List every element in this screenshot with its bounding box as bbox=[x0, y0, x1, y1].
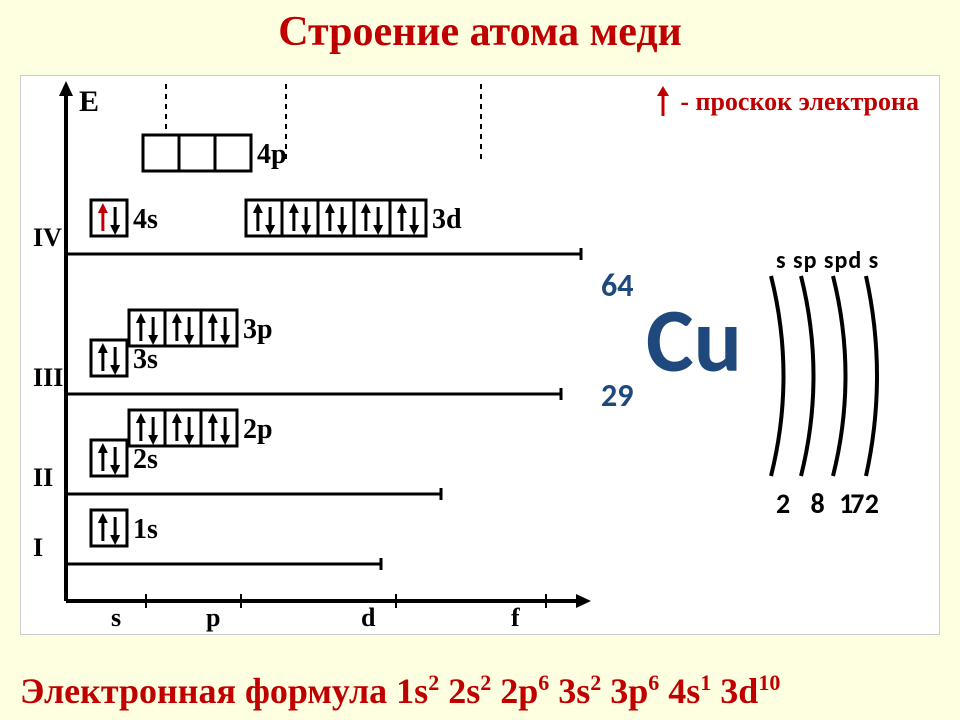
shell-arcs bbox=[761, 266, 960, 486]
svg-text:II: II bbox=[33, 463, 53, 492]
energy-diagram: Es p d f I 1s II 2s 2p III 3s 3p IV 4s 3d 4p bbox=[21, 76, 601, 636]
svg-text:s: s bbox=[111, 603, 121, 632]
svg-text:E: E bbox=[79, 85, 99, 118]
svg-text:3s: 3s bbox=[133, 344, 158, 375]
shell-count: 8 bbox=[811, 486, 825, 521]
shell-count-overlap: 17 2 bbox=[839, 486, 876, 521]
legend: - проскок электрона bbox=[654, 86, 919, 118]
svg-text:3d: 3d bbox=[432, 204, 462, 235]
formula-term: 2s2 bbox=[439, 671, 491, 711]
svg-text:f: f bbox=[511, 603, 520, 632]
formula-term: 1s2 bbox=[396, 671, 439, 711]
svg-text:2p: 2p bbox=[243, 414, 273, 445]
shell-count: 2 bbox=[776, 486, 790, 521]
formula-term: 2p6 bbox=[491, 671, 549, 711]
svg-text:3p: 3p bbox=[243, 314, 273, 345]
formula-term: 4s1 bbox=[659, 671, 711, 711]
svg-text:IV: IV bbox=[33, 223, 62, 252]
svg-text:III: III bbox=[33, 363, 63, 392]
element-block: 64 29 Cu s sp spd s 2 8 17 2 bbox=[601, 236, 941, 556]
formula-term: 3s2 bbox=[549, 671, 601, 711]
element-symbol: Cu bbox=[646, 286, 742, 396]
svg-text:2s: 2s bbox=[133, 444, 158, 475]
main-panel: Es p d f I 1s II 2s 2p III 3s 3p IV 4s 3d 4p - проскок … bbox=[20, 75, 940, 635]
up-arrow-icon bbox=[654, 86, 672, 118]
legend-text: - проскок электрона bbox=[680, 87, 919, 117]
mass-number: 64 bbox=[601, 266, 633, 305]
svg-text:p: p bbox=[206, 603, 220, 632]
svg-text:4p: 4p bbox=[257, 139, 287, 170]
svg-text:I: I bbox=[33, 533, 43, 562]
svg-text:4s: 4s bbox=[133, 204, 158, 235]
atomic-number: 29 bbox=[601, 376, 633, 415]
formula-terms: 1s2 2s2 2p6 3s2 3p6 4s1 3d10 bbox=[396, 671, 780, 711]
page-title: Строение атома меди bbox=[0, 0, 960, 56]
formula-prefix: Электронная формула bbox=[20, 671, 387, 711]
svg-text:1s: 1s bbox=[133, 514, 158, 545]
electronic-formula: Электронная формула 1s2 2s2 2p6 3s2 3p6 … bbox=[20, 670, 780, 712]
svg-text:d: d bbox=[361, 603, 376, 632]
shell-counts: 2 8 17 2 bbox=[776, 486, 876, 521]
formula-term: 3d10 bbox=[711, 671, 780, 711]
formula-term: 3p6 bbox=[601, 671, 659, 711]
